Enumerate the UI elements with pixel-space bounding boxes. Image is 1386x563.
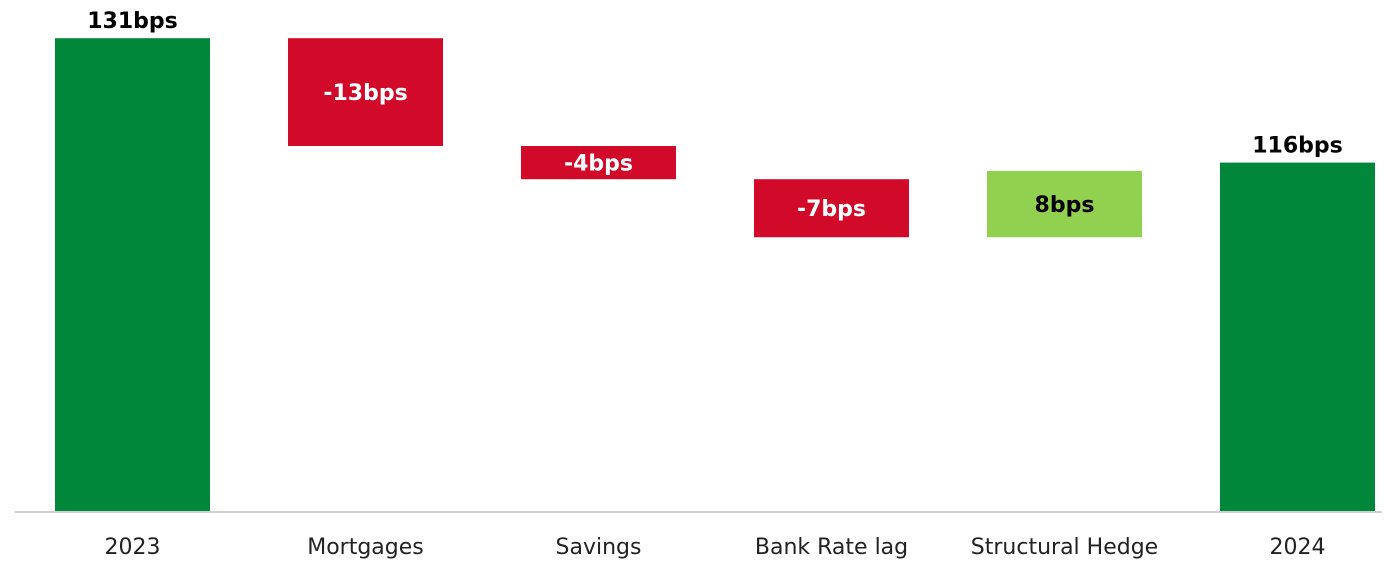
x-tick-label: Savings	[556, 535, 642, 560]
x-tick-label: 2023	[105, 535, 161, 560]
value-label: -13bps	[323, 81, 407, 106]
bar	[754, 179, 909, 238]
bar	[1220, 162, 1375, 511]
bar	[987, 170, 1142, 238]
x-tick-label: Mortgages	[307, 535, 424, 560]
bar	[288, 38, 443, 147]
bar	[521, 146, 676, 180]
x-tick-label: 2024	[1270, 535, 1326, 560]
x-tick-label: Structural Hedge	[971, 535, 1158, 560]
value-label: 116bps	[1252, 134, 1343, 159]
value-label: 131bps	[87, 9, 178, 34]
x-tick-label: Bank Rate lag	[755, 535, 908, 560]
value-label: -7bps	[797, 197, 866, 222]
bar	[55, 38, 210, 511]
value-label: 8bps	[1035, 193, 1095, 218]
value-label: -4bps	[564, 152, 633, 177]
